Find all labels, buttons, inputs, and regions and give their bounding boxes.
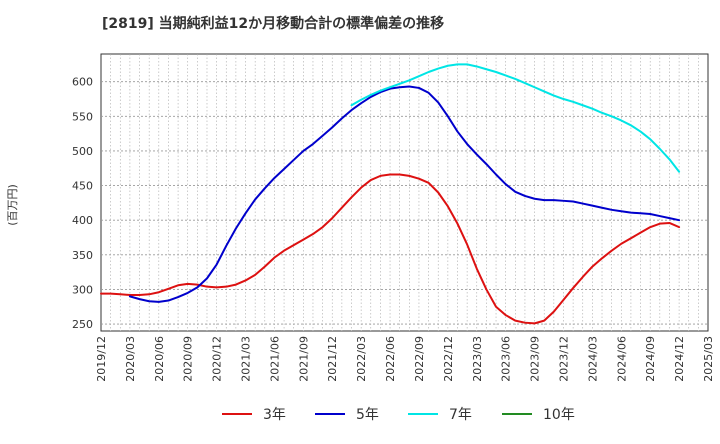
chart-title: [2819] 当期純利益12か月移動合計の標準偏差の推移 bbox=[102, 15, 444, 32]
y-tick-label: 300 bbox=[72, 283, 93, 296]
legend-label: 3年 bbox=[263, 407, 286, 423]
series-layer bbox=[100, 63, 681, 325]
x-tick-label: 2023/06 bbox=[500, 336, 513, 382]
x-tick-label: 2020/03 bbox=[124, 336, 137, 382]
y-tick-label: 350 bbox=[72, 249, 93, 262]
y-tick-label: 500 bbox=[72, 145, 93, 158]
x-tick-label: 2019/12 bbox=[95, 336, 108, 382]
x-tick-label: 2023/09 bbox=[529, 336, 542, 382]
grid-layer bbox=[101, 54, 708, 331]
x-tick-label: 2021/09 bbox=[297, 336, 310, 382]
legend-label: 10年 bbox=[543, 407, 575, 423]
y-tick-label: 250 bbox=[72, 318, 93, 331]
y-tick-label: 600 bbox=[72, 76, 93, 89]
x-tick-labels: 2019/12 2020/03 2020/06 2020/09 2020/12 2021/… bbox=[95, 336, 715, 382]
x-tick-label: 2021/03 bbox=[240, 336, 253, 382]
legend-label: 7年 bbox=[449, 407, 472, 423]
y-tick-label: 450 bbox=[72, 180, 93, 193]
x-tick-label: 2025/03 bbox=[702, 336, 715, 382]
x-tick-label: 2023/03 bbox=[471, 336, 484, 382]
x-tick-label: 2022/12 bbox=[442, 336, 455, 382]
x-tick-label: 2020/06 bbox=[153, 336, 166, 382]
series-line-5年 bbox=[128, 85, 681, 303]
y-tick-labels: 250 300 350 400 450 500 550 600 bbox=[72, 76, 93, 331]
legend: 3年 5年 7年 10年 bbox=[222, 407, 575, 423]
x-tick-label: 2022/03 bbox=[355, 336, 368, 382]
x-tick-label: 2022/09 bbox=[413, 336, 426, 382]
series-line-3年 bbox=[100, 173, 681, 325]
y-axis-label: (百万円) bbox=[6, 184, 19, 226]
x-tick-label: 2024/09 bbox=[644, 336, 657, 382]
x-tick-label: 2021/06 bbox=[268, 336, 281, 382]
x-tick-label: 2024/06 bbox=[615, 336, 628, 382]
legend-label: 5年 bbox=[356, 407, 379, 423]
y-tick-label: 400 bbox=[72, 214, 93, 227]
series-line-7年 bbox=[350, 63, 681, 173]
x-tick-label: 2024/12 bbox=[673, 336, 686, 382]
x-tick-label: 2023/12 bbox=[557, 336, 570, 382]
x-tick-label: 2022/06 bbox=[384, 336, 397, 382]
x-tick-label: 2024/03 bbox=[586, 336, 599, 382]
x-tick-label: 2020/12 bbox=[211, 336, 224, 382]
x-tick-label: 2020/09 bbox=[182, 336, 195, 382]
x-tick-label: 2021/12 bbox=[326, 336, 339, 382]
y-tick-label: 550 bbox=[72, 110, 93, 123]
